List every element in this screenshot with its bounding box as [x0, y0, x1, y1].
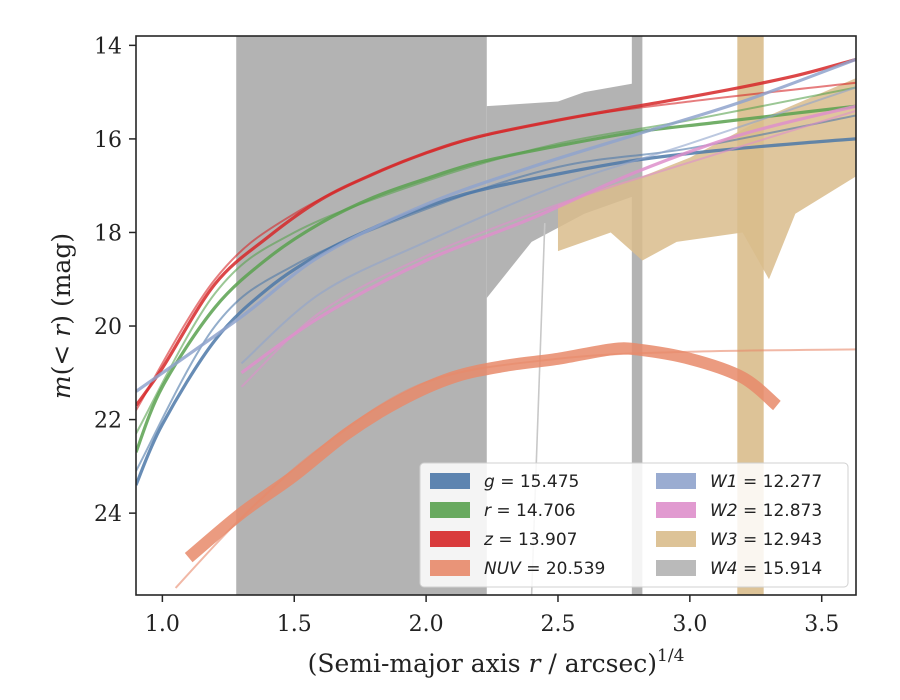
legend-val: = 15.914: [738, 559, 823, 579]
legend-label-g: g = 15.475: [484, 472, 579, 492]
x-axis-label: (Semi-major axis r / arcsec)1/4: [308, 646, 685, 678]
y-axis-label: m(< r) (mag): [47, 233, 76, 399]
legend-swatch-nuv: [430, 560, 470, 576]
x-tick-label: 1.5: [277, 612, 312, 637]
legend-var: W1: [710, 472, 738, 492]
series-line-g: [136, 137, 856, 486]
fit-line-w1: [240, 86, 856, 365]
y-axis: 14 16 18 20 22 24: [94, 34, 136, 527]
legend-label-w3: W3 = 12.943: [710, 530, 822, 550]
legend-var: W4: [710, 559, 738, 579]
legend-val: = 12.873: [738, 501, 823, 521]
x-axis: 1.0 1.5 2.0 2.5 3.0 3.5: [145, 595, 839, 637]
legend-label-w2: W2 = 12.873: [710, 501, 822, 521]
y-tick-label: 22: [94, 409, 122, 434]
legend-var: W3: [710, 530, 738, 550]
fit-line-g: [136, 114, 856, 472]
legend-var: NUV: [484, 559, 522, 579]
x-tick-label: 3.5: [804, 612, 839, 637]
w3-region: [557, 78, 856, 280]
series-line-w2: [240, 104, 856, 375]
legend-val: = 13.907: [493, 530, 578, 550]
series-line-w1: [136, 57, 856, 393]
legend-swatch-w4: [656, 560, 696, 576]
legend-var: r: [484, 501, 492, 521]
legend-val: = 15.475: [495, 472, 580, 492]
legend-swatch-z: [430, 531, 470, 547]
legend-val: = 12.943: [738, 530, 823, 550]
plot-frame: [135, 35, 857, 596]
legend-val: = 20.539: [521, 559, 606, 579]
legend-var: g: [484, 472, 495, 492]
x-tick-label: 3.0: [672, 612, 707, 637]
plot-area: [136, 36, 856, 595]
legend-var: z: [483, 530, 494, 550]
y-tick-label: 18: [94, 221, 122, 246]
y-tick-label: 14: [94, 34, 122, 59]
legend-val: = 12.277: [738, 472, 823, 492]
y-tick-label: 20: [94, 315, 122, 340]
legend-swatch-w1: [656, 473, 696, 489]
w4-spike: [631, 36, 643, 595]
series-line-nuv: [184, 342, 781, 563]
legend-swatch-w3: [656, 531, 696, 547]
legend-label-z: z = 13.907: [483, 530, 577, 550]
legend-swatch-g: [430, 473, 470, 489]
legend-swatch-r: [430, 502, 470, 518]
legend-val: = 14.706: [491, 501, 576, 521]
x-tick-label: 2.0: [409, 612, 444, 637]
legend-swatch-w2: [656, 502, 696, 518]
legend-label-r: r = 14.706: [484, 501, 576, 521]
fit-line-w2: [240, 109, 856, 388]
fit-line-r: [136, 86, 856, 435]
legend-label-w1: W1 = 12.277: [710, 472, 822, 492]
y-tick-label: 24: [94, 502, 122, 527]
legend-label-w4: W4 = 15.914: [710, 559, 822, 579]
legend-var: W2: [710, 501, 738, 521]
series-line-z: [136, 57, 856, 407]
legend-box: [419, 462, 849, 588]
series-line-r: [136, 104, 856, 453]
y-tick-label: 16: [94, 128, 122, 153]
x-tick-label: 1.0: [145, 612, 180, 637]
x-tick-label: 2.5: [540, 612, 575, 637]
legend-label-nuv: NUV = 20.539: [484, 559, 605, 579]
